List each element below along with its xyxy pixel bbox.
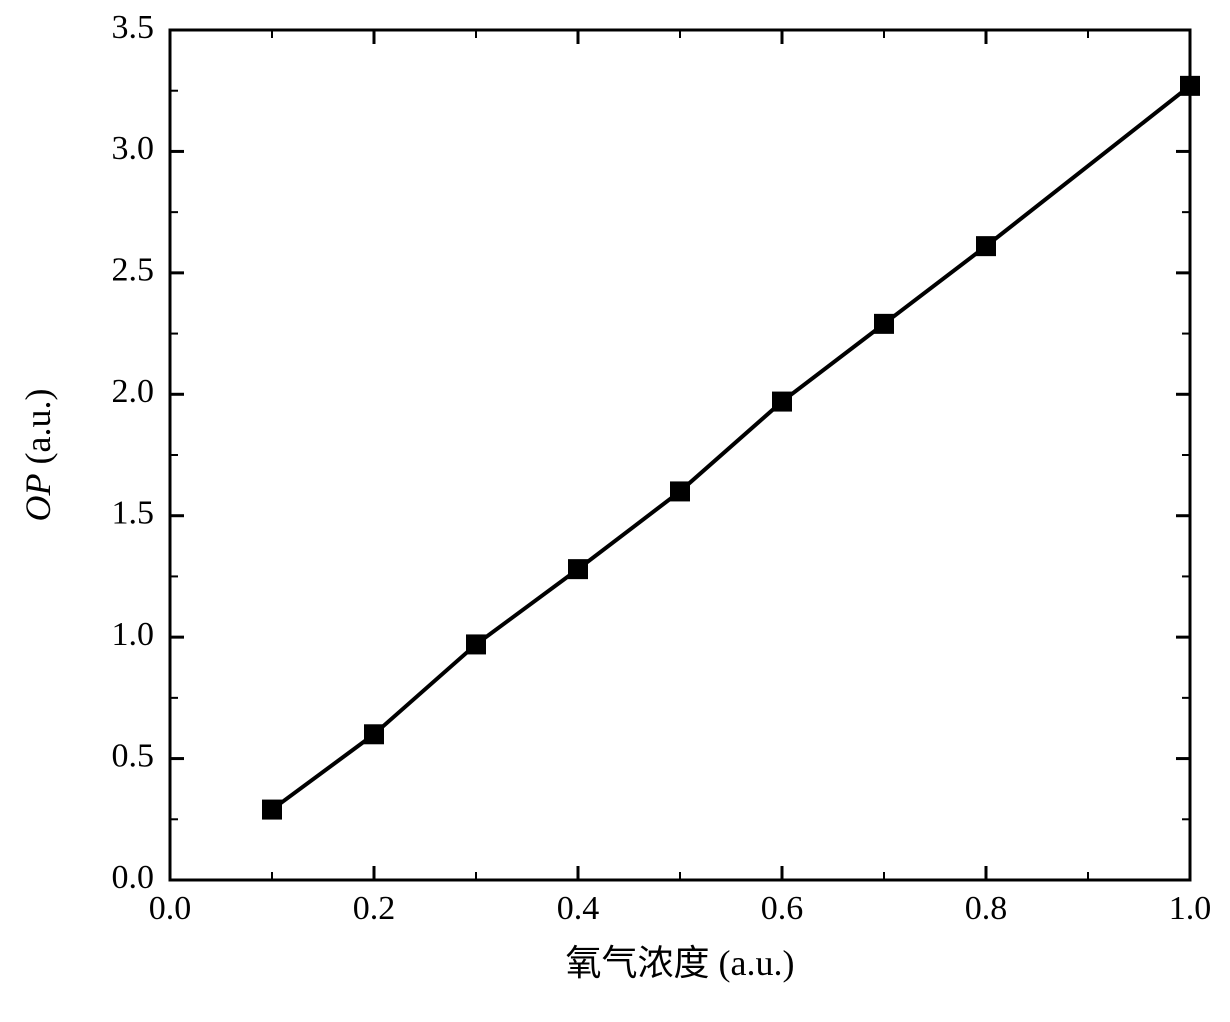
data-point	[568, 559, 588, 579]
chart-container: 0.0 0.2 0.4 0.6 0.8 1.0 0.0 0.5 1.0 1.5 2.0 2.5 3.0 3…	[0, 0, 1230, 1022]
op-vs-oxygen-chart: 0.0 0.2 0.4 0.6 0.8 1.0 0.0 0.5 1.0 1.5 2.0 2.5 3.0 3…	[0, 0, 1230, 1022]
x-tick-label: 0.6	[761, 890, 804, 927]
y-tick-label: 1.0	[112, 616, 155, 653]
x-tick-label: 1.0	[1169, 890, 1212, 927]
chart-background	[0, 0, 1230, 1022]
data-point	[976, 236, 996, 256]
y-tick-label: 3.5	[112, 9, 155, 46]
data-point	[364, 724, 384, 744]
data-point	[466, 634, 486, 654]
y-tick-label: 2.0	[112, 373, 155, 410]
x-tick-label: 0.8	[965, 890, 1008, 927]
data-point	[874, 314, 894, 334]
y-axis-title: OP (a.u.)	[18, 389, 58, 522]
data-point	[262, 800, 282, 820]
data-point	[670, 481, 690, 501]
y-tick-label: 3.0	[112, 130, 155, 167]
x-tick-label: 0.2	[353, 890, 396, 927]
x-tick-label: 0.4	[557, 890, 600, 927]
x-tick-label: 0.0	[149, 890, 192, 927]
data-point	[1180, 76, 1200, 96]
y-tick-label: 0.0	[112, 859, 155, 896]
y-tick-label: 1.5	[112, 495, 155, 532]
data-point	[772, 392, 792, 412]
y-tick-label: 2.5	[112, 252, 155, 289]
x-axis-title: 氧气浓度 (a.u.)	[566, 943, 795, 983]
y-tick-label: 0.5	[112, 737, 155, 774]
